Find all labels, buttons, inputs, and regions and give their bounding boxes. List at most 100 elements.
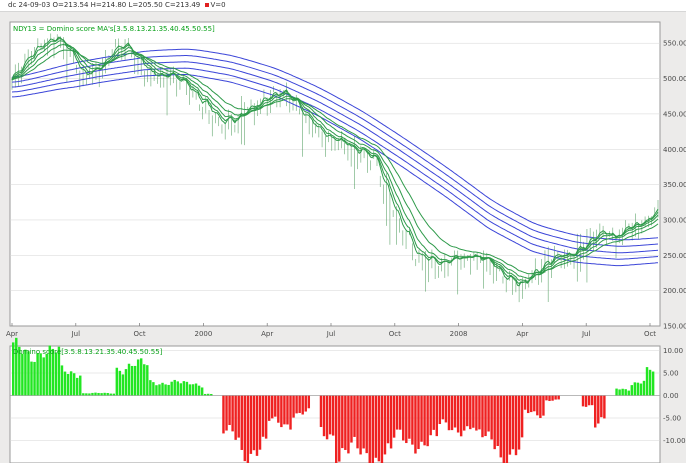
oscillator-bar: [627, 390, 630, 396]
oscillator-bar: [511, 395, 515, 450]
oscillator-bar: [307, 395, 311, 409]
oscillator-bar: [389, 395, 393, 449]
oscillator-bar: [429, 395, 432, 436]
oscillator-bar: [587, 395, 591, 406]
oscillator-bar: [301, 395, 304, 415]
oscillator-bar: [526, 395, 530, 414]
oscillator-bar: [176, 381, 179, 396]
oscillator-bar: [502, 395, 506, 463]
oscillator-bar: [42, 357, 45, 396]
oscillator-bar: [590, 395, 594, 406]
oscillator-bar: [462, 395, 466, 431]
oscillator-bar: [472, 395, 475, 428]
oscillator-bar: [481, 395, 484, 438]
oscillator-bar: [405, 395, 408, 444]
oscillator-bar: [642, 380, 646, 396]
oscillator-bar: [459, 395, 463, 437]
x-axis-label: Apr: [261, 330, 273, 338]
oscillator-bar: [146, 365, 149, 396]
oscillator-bar: [539, 395, 542, 419]
x-axis-label: Apr: [6, 330, 18, 338]
oscillator-bar: [228, 395, 231, 426]
oscillator-bar: [493, 395, 496, 450]
oscillator-bar: [283, 395, 286, 425]
oscillator-bar: [408, 395, 411, 439]
long-ma-line-50: [11, 55, 659, 247]
oscillator-bar: [210, 393, 213, 396]
oscillator-y-tick-label: 10.00: [663, 347, 683, 355]
oscillator-bar: [94, 392, 97, 396]
oscillator-bar: [66, 373, 70, 396]
oscillator-bar: [24, 349, 27, 396]
oscillator-bar: [179, 383, 183, 396]
oscillator-bar: [499, 395, 502, 458]
oscillator-bar: [91, 392, 94, 396]
volume-marker-icon: [205, 3, 210, 7]
x-axis-label: Oct: [644, 330, 656, 338]
oscillator-bar: [594, 395, 597, 428]
oscillator-bar: [27, 351, 30, 396]
oscillator-bar: [386, 395, 390, 444]
oscillator-bar: [490, 395, 493, 440]
oscillator-bar: [453, 395, 457, 428]
oscillator-bar: [447, 395, 451, 431]
oscillator-bar: [82, 393, 85, 396]
oscillator-bar: [466, 395, 469, 427]
oscillator-bar: [292, 395, 295, 418]
price-y-tick-label: 500.00: [663, 75, 686, 83]
x-axis-label: Jul: [326, 330, 336, 338]
oscillator-bar: [496, 395, 499, 446]
oscillator-bar: [155, 385, 158, 396]
oscillator-bar: [51, 348, 55, 396]
oscillator-bar: [636, 382, 640, 396]
oscillator-bar: [645, 367, 649, 396]
oscillator-bar: [106, 392, 109, 396]
oscillator-bar: [432, 395, 435, 430]
price-y-tick-label: 350.00: [663, 181, 686, 189]
oscillator-bar: [103, 392, 106, 396]
oscillator-bar: [551, 395, 554, 401]
oscillator-bar: [36, 353, 39, 396]
short-ma-line-21: [11, 49, 659, 275]
oscillator-bar: [402, 395, 405, 441]
price-y-tick-label: 550.00: [663, 40, 686, 48]
oscillator-bar: [423, 395, 426, 446]
oscillator-bar: [328, 395, 332, 435]
oscillator-bar: [252, 395, 256, 451]
oscillator-bar: [188, 384, 192, 396]
oscillator-bar: [161, 382, 164, 396]
oscillator-legend: Domino score[3.5.8.13.21.35.40.45.50.55]: [13, 348, 163, 356]
oscillator-bar: [335, 395, 338, 463]
x-axis-label: 2000: [194, 330, 212, 338]
oscillator-bar: [322, 395, 326, 437]
price-y-tick-label: 200.00: [663, 287, 686, 295]
readout-date: dc 24-09-03: [8, 1, 51, 9]
x-axis-label: 2008: [450, 330, 468, 338]
oscillator-bar: [222, 395, 225, 434]
oscillator-bar: [319, 395, 323, 428]
oscillator-bar: [438, 395, 442, 425]
oscillator-bar: [478, 395, 481, 430]
long-ma-line-45: [12, 61, 659, 254]
oscillator-bar: [75, 377, 79, 396]
readout-open: O=213.54: [52, 1, 89, 9]
oscillator-bar: [63, 371, 67, 396]
oscillator-bar: [12, 342, 15, 396]
oscillator-bar: [109, 393, 112, 396]
oscillator-bar: [267, 395, 271, 421]
oscillator-bar: [79, 375, 82, 396]
readout-low: L=205.50: [128, 1, 163, 9]
oscillator-bar: [356, 395, 359, 449]
price-y-tick-label: 250.00: [663, 252, 686, 260]
oscillator-bar: [557, 395, 560, 400]
price-panel: [9, 21, 661, 327]
x-axis-label: Oct: [134, 330, 146, 338]
oscillator-bar: [85, 393, 88, 396]
oscillator-bar: [295, 395, 298, 414]
oscillator-bar: [274, 395, 277, 417]
long-ma-line-40: [11, 67, 659, 260]
oscillator-bar: [121, 374, 125, 396]
oscillator-bar: [197, 385, 201, 396]
